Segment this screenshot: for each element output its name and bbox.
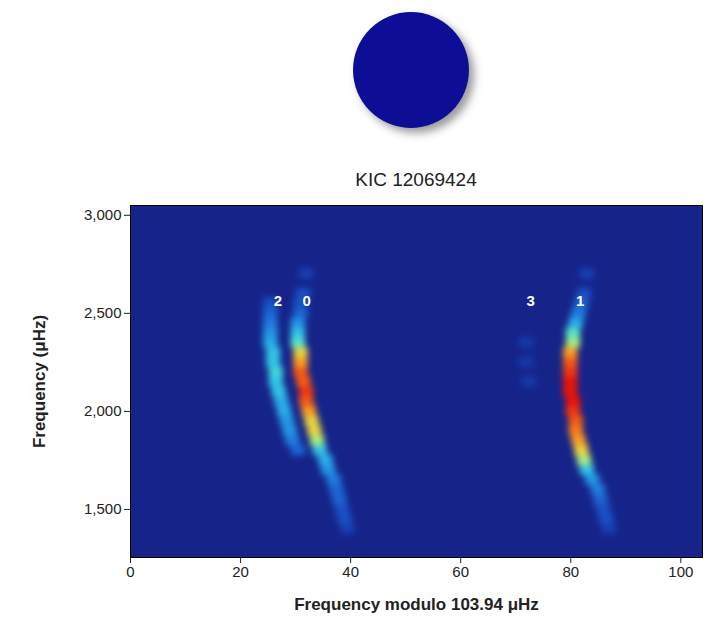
svg-text:20: 20 [232,563,249,580]
svg-text:3,000: 3,000 [84,206,122,223]
svg-text:0: 0 [126,563,134,580]
svg-text:60: 60 [452,563,469,580]
svg-text:2,000: 2,000 [84,402,122,419]
svg-text:2: 2 [274,292,282,309]
svg-text:Frequency modulo 103.94 μHz: Frequency modulo 103.94 μHz [294,595,539,614]
svg-text:2,500: 2,500 [84,304,122,321]
svg-text:40: 40 [342,563,359,580]
svg-text:1: 1 [576,292,584,309]
svg-text:Frequency (μHz): Frequency (μHz) [30,315,49,448]
svg-text:3: 3 [526,292,534,309]
html-text:KIC 12069424: KIC 12069424 [355,169,477,190]
svg-text:80: 80 [562,563,579,580]
svg-text:1,500: 1,500 [84,500,122,517]
svg-text:100: 100 [668,563,693,580]
svg-text:0: 0 [302,292,310,309]
